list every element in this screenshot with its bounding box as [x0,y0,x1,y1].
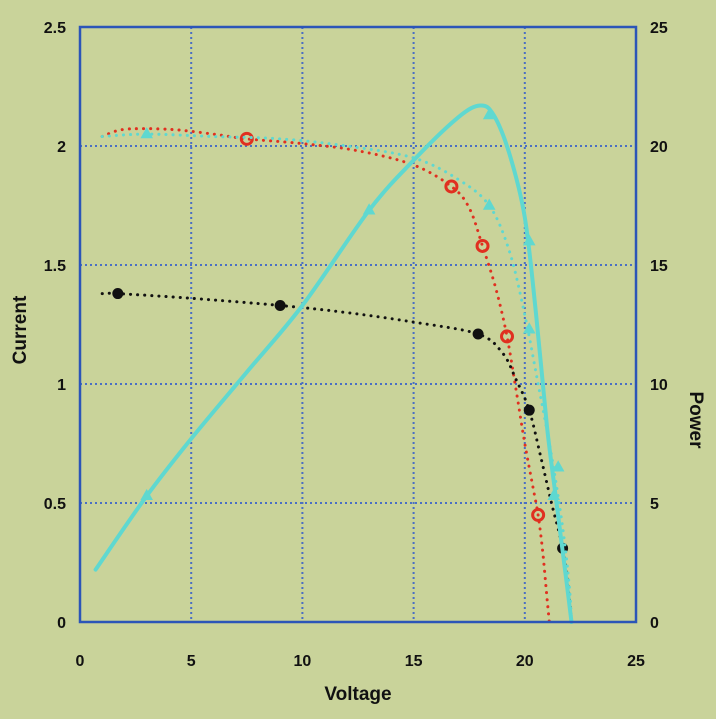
data-point [522,322,536,334]
y2-tick-label: 20 [650,139,668,156]
y-tick-label: 1 [57,377,66,394]
data-point [472,328,484,340]
data-point [482,198,496,210]
series-4 [100,127,573,624]
data-point [523,404,535,416]
x-tick-label: 10 [294,653,312,670]
x-tick-label: 25 [627,653,645,670]
series-layer [93,103,574,624]
data-point [239,131,254,146]
grid [80,27,636,622]
y-tick-label: 0.5 [44,496,66,513]
y2-tick-label: 15 [650,258,668,275]
series-3-line [93,103,574,624]
series-1-line [100,127,551,624]
x-tick-label: 15 [405,653,423,670]
y-tick-label: 0 [57,615,66,632]
series-3 [93,103,574,624]
data-point [500,329,515,344]
x-tick-label: 20 [516,653,534,670]
series-1 [100,127,551,624]
data-point [475,238,490,253]
x-tick-label: 0 [76,653,85,670]
y-axis-title: Current [10,295,31,364]
series-2-line [100,291,573,624]
data-point [274,299,286,311]
data-point [362,203,376,215]
y2-axis-title: Power [685,391,706,449]
x-tick-label: 5 [187,653,196,670]
y2-tick-label: 0 [650,615,659,632]
ticks-layer: 0 5 10 15 20 25 0 0.5 1 1.5 2 2.5 0 5 10 15 20 25 [44,20,668,670]
data-point [444,179,459,194]
data-point [482,108,496,120]
data-point [547,488,561,501]
series-4-line [100,132,573,624]
y2-tick-label: 5 [650,496,659,513]
y2-tick-label: 10 [650,377,668,394]
y-tick-label: 2 [57,139,66,156]
y-tick-label: 1.5 [44,258,66,275]
y2-tick-label: 25 [650,20,668,37]
data-point [551,460,565,472]
data-point [531,507,546,522]
data-point [522,234,536,246]
plot-frame [78,25,638,624]
data-point [112,288,124,300]
y-tick-label: 2.5 [44,20,66,37]
data-point [140,127,154,139]
data-point [140,488,154,501]
x-axis-title: Voltage [324,684,391,705]
